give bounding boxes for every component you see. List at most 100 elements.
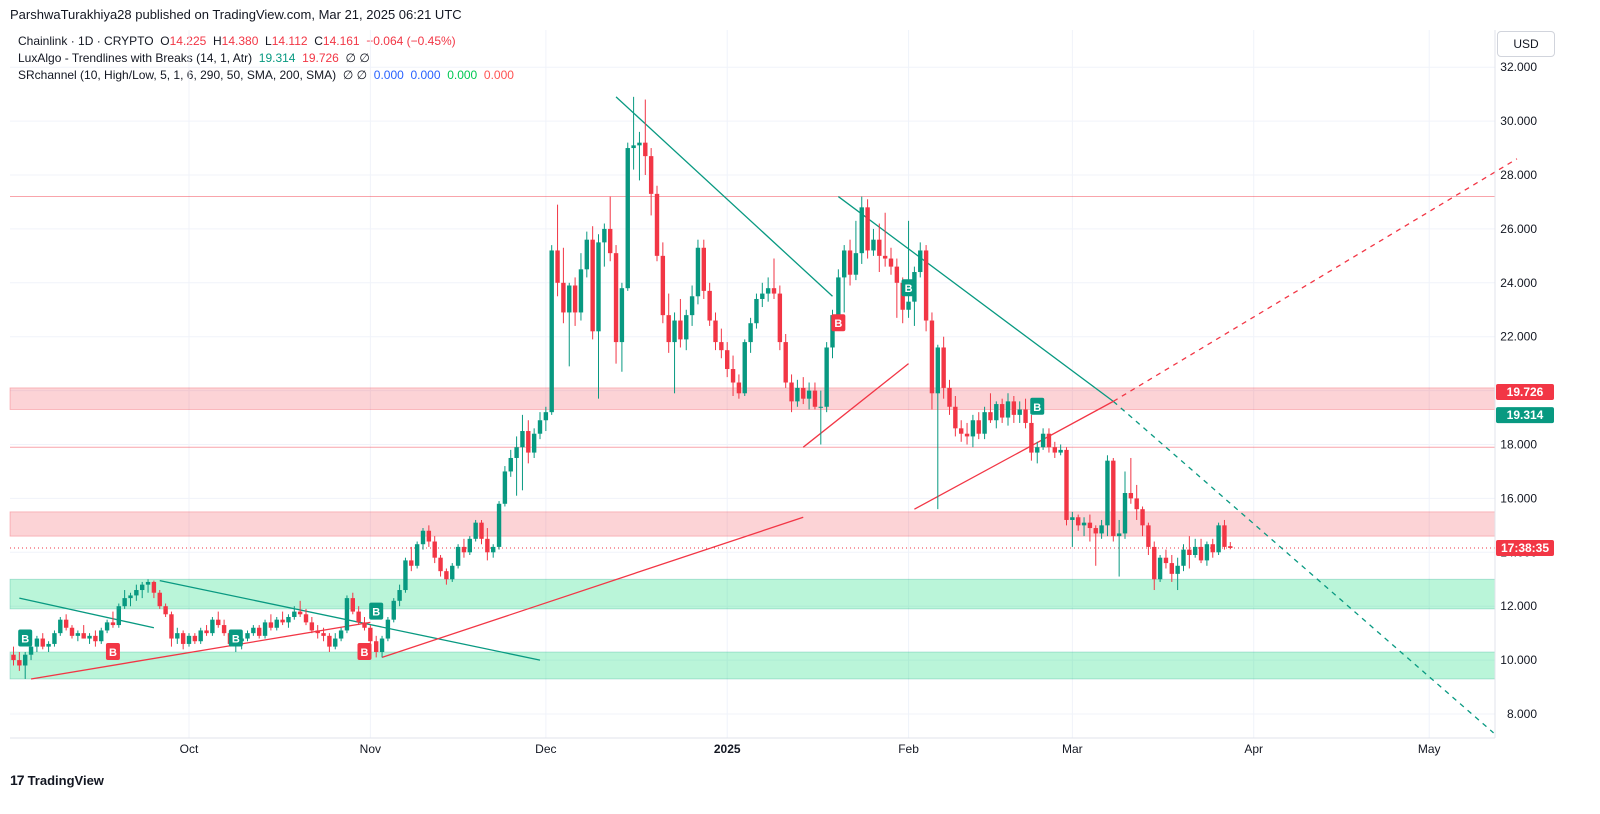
candle-body	[204, 630, 209, 634]
price-axis-tick: 12.000	[1500, 599, 1537, 613]
grid	[10, 30, 1495, 738]
candle-body	[660, 255, 666, 316]
candle-body	[321, 633, 326, 636]
candle-body	[292, 611, 297, 617]
candle-body	[894, 266, 900, 283]
candle-body	[379, 638, 385, 653]
candle-body	[1193, 546, 1198, 555]
legend-indicator-trendlines[interactable]: LuxAlgo - Trendlines with Breaks (14, 1,…	[18, 50, 514, 67]
candle-body	[988, 412, 993, 421]
candles	[11, 96, 1233, 679]
candle-body	[186, 635, 192, 644]
break-marker-badge	[901, 279, 916, 297]
price-axis-tick: 30.000	[1500, 114, 1537, 128]
break-marker-badge	[831, 314, 846, 332]
time-axis-tick: Feb	[898, 742, 919, 756]
candle-body	[619, 288, 625, 343]
candle-body	[918, 250, 923, 273]
candle-body	[654, 193, 660, 256]
price-axis-label-text: 19.726	[1507, 385, 1544, 399]
candle-body	[1070, 517, 1075, 520]
candle-body	[1029, 422, 1034, 453]
indicator-srchannel-value-3: 0.000	[447, 68, 478, 82]
candle-body	[110, 622, 116, 626]
candle-body	[1052, 447, 1057, 453]
candle-body	[496, 503, 502, 547]
candle-body	[836, 277, 841, 316]
break-marker-badge	[228, 629, 243, 647]
candle-body	[63, 619, 69, 628]
time-axis-tick: Oct	[180, 742, 199, 756]
legend-low-label: L	[265, 34, 272, 48]
time-axis-tick: Dec	[535, 742, 556, 756]
candle-body	[338, 630, 344, 639]
time-axis: Oct Nov Dec 2025 Feb Mar Apr May	[180, 742, 1441, 756]
candle-body	[806, 390, 812, 399]
candle-body	[180, 633, 186, 644]
candle-body	[169, 614, 174, 639]
candle-body	[491, 546, 496, 553]
candle-body	[350, 598, 355, 612]
trendline-green	[159, 579, 541, 661]
candle-body	[1076, 517, 1081, 526]
trendline-red	[381, 516, 804, 659]
candle-body	[994, 404, 999, 421]
candle-body	[789, 382, 794, 402]
candle-body	[1198, 546, 1204, 561]
candle-body	[274, 619, 279, 628]
legend-symbol[interactable]: Chainlink · 1D · CRYPTO	[18, 34, 154, 48]
indicator-srchannel-value-4: 0.000	[483, 68, 514, 82]
price-axis-label-bg	[1496, 407, 1554, 424]
trendline-green-projection	[1112, 400, 1494, 734]
candle-body	[976, 420, 981, 434]
price-axis-label-bg	[1496, 539, 1554, 556]
tradingview-logo[interactable]: 17 TradingView	[10, 772, 104, 788]
candle-body	[1058, 449, 1063, 453]
candle-body	[87, 635, 92, 639]
break-marker-badge	[18, 629, 33, 647]
legend-indicator-srchannel[interactable]: SRchannel (10, High/Low, 5, 1, 6, 290, 5…	[18, 67, 514, 84]
candle-body	[1087, 522, 1093, 529]
candle-body	[625, 148, 630, 289]
time-axis-tick: Nov	[360, 742, 381, 756]
legend-open-label: O	[160, 34, 170, 48]
candle-body	[555, 250, 560, 283]
candle-body	[116, 606, 121, 626]
break-marker-label: B	[372, 607, 380, 619]
candle-body	[309, 622, 315, 631]
candle-body	[374, 641, 379, 653]
candle-body	[1210, 544, 1215, 553]
candle-body	[23, 654, 28, 666]
break-markers: B B B B B B B B	[18, 279, 1045, 661]
candle-body	[1146, 525, 1151, 547]
candle-body	[526, 431, 531, 453]
currency-button[interactable]: USD	[1497, 31, 1555, 57]
candle-body	[479, 522, 484, 539]
candle-body	[286, 616, 291, 623]
candle-body	[245, 633, 250, 639]
candle-body	[368, 627, 373, 642]
trendline-green	[19, 597, 155, 629]
trendline-green	[615, 96, 833, 297]
indicator-srchannel-nulls: ∅ ∅	[342, 68, 368, 82]
break-marker-badge	[357, 643, 372, 661]
candle-body	[1046, 433, 1052, 448]
price-axis: 8.00010.00012.00014.00016.00018.00020.00…	[1496, 60, 1554, 721]
candle-body	[104, 622, 110, 631]
candle-body	[1216, 525, 1221, 553]
candle-body	[959, 428, 964, 434]
candle-body	[812, 390, 818, 407]
candle-body	[391, 600, 396, 620]
candle-body	[17, 660, 22, 666]
tradingview-mark-icon: 17	[10, 772, 25, 788]
candle-body	[596, 242, 601, 332]
trendline-green	[837, 196, 1114, 402]
candle-body	[216, 619, 221, 626]
candle-body	[1111, 460, 1116, 537]
candle-body	[520, 431, 525, 448]
candle-body	[473, 522, 478, 539]
break-marker: B	[357, 643, 372, 661]
candle-body	[648, 156, 654, 194]
candle-body	[777, 293, 783, 343]
